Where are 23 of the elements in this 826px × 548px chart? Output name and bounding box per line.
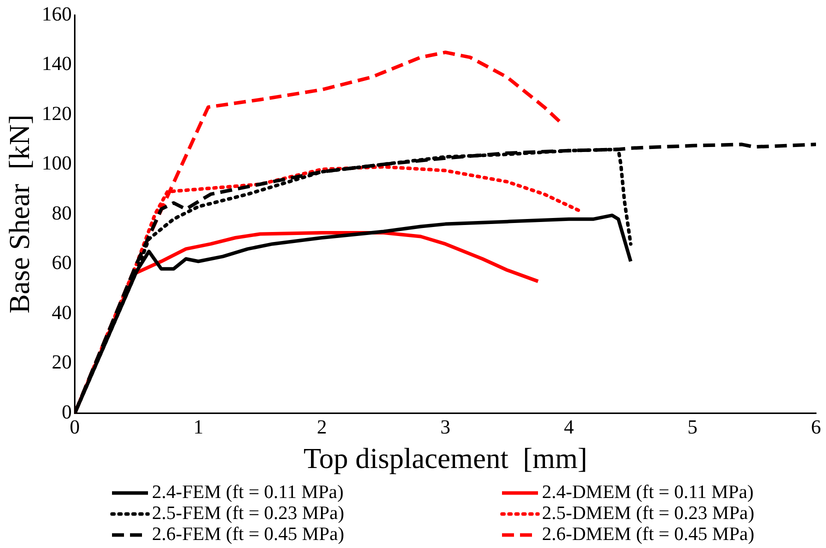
y-tick-label: 160 bbox=[42, 3, 72, 26]
y-tick-label: 0 bbox=[62, 401, 72, 424]
y-axis-title: Base Shear [kN] bbox=[4, 114, 36, 314]
x-axis-title: Top displacement [mm] bbox=[303, 443, 588, 476]
y-tick-label: 100 bbox=[42, 152, 72, 175]
x-tick-label: 3 bbox=[440, 416, 450, 438]
y-tick-label: 80 bbox=[52, 202, 72, 224]
legend-label: 2.4-FEM (ft = 0.11 MPa) bbox=[152, 482, 344, 504]
y-tick-label: 140 bbox=[42, 53, 72, 76]
y-tick-label: 60 bbox=[52, 252, 72, 274]
y-tick-label: 20 bbox=[52, 352, 72, 374]
x-tick-label: 1 bbox=[193, 416, 204, 438]
legend-label: 2.5-FEM (ft = 0.23 MPa) bbox=[152, 502, 344, 524]
x-tick-label: 5 bbox=[687, 416, 698, 438]
legend-label: 2.6-FEM (ft = 0.45 MPa) bbox=[152, 524, 344, 546]
y-tick-label: 40 bbox=[52, 302, 72, 324]
legend-label: 2.5-DMEM (ft = 0.23 MPa) bbox=[542, 502, 754, 524]
legend-label: 2.4-DMEM (ft = 0.11 MPa) bbox=[542, 482, 754, 504]
x-tick-label: 4 bbox=[564, 416, 574, 438]
legend-label: 2.6-DMEM (ft = 0.45 MPa) bbox=[542, 524, 754, 546]
y-tick-label: 120 bbox=[42, 102, 72, 125]
x-tick-label: 6 bbox=[811, 416, 821, 438]
x-tick-label: 2 bbox=[316, 416, 327, 438]
